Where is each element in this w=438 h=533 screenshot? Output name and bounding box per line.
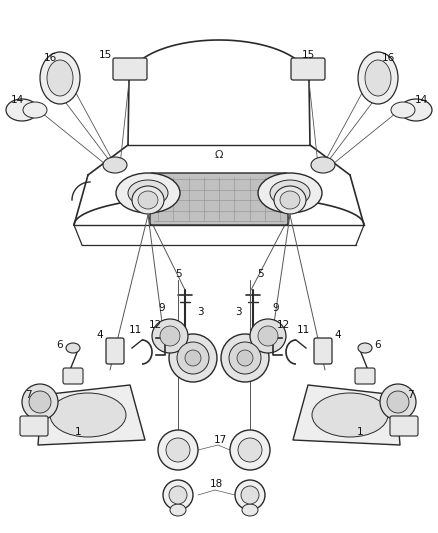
Ellipse shape xyxy=(166,438,190,462)
Text: 16: 16 xyxy=(43,53,57,63)
Ellipse shape xyxy=(237,350,253,366)
Text: 3: 3 xyxy=(235,307,241,317)
Ellipse shape xyxy=(235,480,265,510)
Ellipse shape xyxy=(391,102,415,118)
Ellipse shape xyxy=(387,391,409,413)
Ellipse shape xyxy=(400,99,432,121)
Ellipse shape xyxy=(152,319,188,353)
Ellipse shape xyxy=(163,480,193,510)
Text: 11: 11 xyxy=(128,325,141,335)
Ellipse shape xyxy=(66,343,80,353)
Text: 16: 16 xyxy=(381,53,395,63)
Ellipse shape xyxy=(169,334,217,382)
FancyBboxPatch shape xyxy=(291,58,325,80)
Ellipse shape xyxy=(311,157,335,173)
FancyBboxPatch shape xyxy=(106,338,124,364)
Text: 15: 15 xyxy=(99,50,112,60)
Text: 17: 17 xyxy=(213,435,226,445)
FancyBboxPatch shape xyxy=(355,368,375,384)
Ellipse shape xyxy=(380,384,416,420)
Ellipse shape xyxy=(258,326,278,346)
Text: 7: 7 xyxy=(407,390,413,400)
Polygon shape xyxy=(38,385,145,445)
Text: 11: 11 xyxy=(297,325,310,335)
Ellipse shape xyxy=(138,191,158,209)
Ellipse shape xyxy=(229,342,261,374)
Ellipse shape xyxy=(221,334,269,382)
FancyBboxPatch shape xyxy=(314,338,332,364)
Text: Ω: Ω xyxy=(215,150,223,160)
FancyBboxPatch shape xyxy=(20,416,48,436)
Ellipse shape xyxy=(365,60,391,96)
Ellipse shape xyxy=(160,326,180,346)
Ellipse shape xyxy=(116,173,180,213)
Ellipse shape xyxy=(50,393,126,437)
Ellipse shape xyxy=(22,384,58,420)
Text: 9: 9 xyxy=(273,303,279,313)
Text: 3: 3 xyxy=(197,307,203,317)
Ellipse shape xyxy=(250,319,286,353)
Ellipse shape xyxy=(280,191,300,209)
Ellipse shape xyxy=(312,393,388,437)
Text: 14: 14 xyxy=(11,95,24,105)
FancyBboxPatch shape xyxy=(390,416,418,436)
Ellipse shape xyxy=(185,350,201,366)
Text: 9: 9 xyxy=(159,303,165,313)
Ellipse shape xyxy=(40,52,80,104)
Ellipse shape xyxy=(241,486,259,504)
Ellipse shape xyxy=(358,343,372,353)
Text: 18: 18 xyxy=(209,479,223,489)
Ellipse shape xyxy=(128,180,168,206)
Ellipse shape xyxy=(132,186,164,214)
Text: 6: 6 xyxy=(374,340,381,350)
Text: 15: 15 xyxy=(301,50,314,60)
Text: 5: 5 xyxy=(175,269,181,279)
Text: 12: 12 xyxy=(276,320,290,330)
Ellipse shape xyxy=(29,391,51,413)
Ellipse shape xyxy=(258,173,322,213)
FancyBboxPatch shape xyxy=(63,368,83,384)
Ellipse shape xyxy=(158,430,198,470)
Text: 4: 4 xyxy=(335,330,341,340)
Text: 12: 12 xyxy=(148,320,162,330)
Text: 1: 1 xyxy=(75,427,81,437)
Text: 14: 14 xyxy=(414,95,427,105)
Ellipse shape xyxy=(230,430,270,470)
Text: 1: 1 xyxy=(357,427,363,437)
Text: 5: 5 xyxy=(257,269,263,279)
Ellipse shape xyxy=(274,186,306,214)
FancyBboxPatch shape xyxy=(113,58,147,80)
Ellipse shape xyxy=(23,102,47,118)
Polygon shape xyxy=(293,385,400,445)
FancyBboxPatch shape xyxy=(150,173,288,225)
Ellipse shape xyxy=(358,52,398,104)
Ellipse shape xyxy=(47,60,73,96)
Ellipse shape xyxy=(103,157,127,173)
Ellipse shape xyxy=(270,180,310,206)
Ellipse shape xyxy=(169,486,187,504)
Ellipse shape xyxy=(242,504,258,516)
Ellipse shape xyxy=(6,99,38,121)
Text: 6: 6 xyxy=(57,340,64,350)
Ellipse shape xyxy=(177,342,209,374)
Text: 7: 7 xyxy=(25,390,31,400)
Ellipse shape xyxy=(238,438,262,462)
Ellipse shape xyxy=(170,504,186,516)
Text: 4: 4 xyxy=(97,330,103,340)
